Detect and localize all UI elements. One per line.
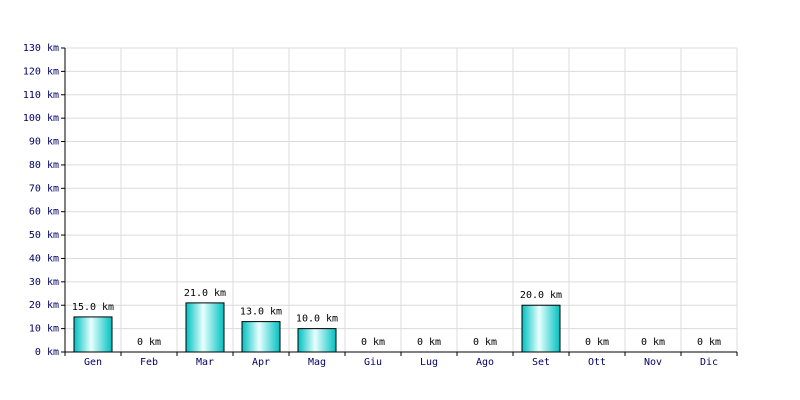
x-tick-label: Dic	[700, 357, 718, 368]
value-label: 0 km	[361, 337, 385, 348]
x-tick-label: Ago	[476, 357, 494, 368]
y-tick-label: 40 km	[29, 253, 59, 264]
y-tick-label: 20 km	[29, 300, 59, 311]
value-label: 13.0 km	[240, 307, 282, 318]
x-tick-label: Apr	[252, 357, 270, 368]
x-tick-label: Ott	[588, 357, 606, 368]
value-label: 0 km	[697, 337, 721, 348]
x-tick-label: Lug	[420, 357, 438, 368]
value-label: 20.0 km	[520, 290, 562, 301]
bar	[521, 304, 561, 353]
y-tick-label: 130 km	[23, 43, 59, 54]
value-label: 21.0 km	[184, 288, 226, 299]
bar	[185, 302, 225, 353]
x-tick-label: Mar	[196, 357, 214, 368]
value-label: 0 km	[417, 337, 441, 348]
y-tick-label: 10 km	[29, 324, 59, 335]
value-label: 0 km	[585, 337, 609, 348]
bar	[73, 316, 113, 353]
x-tick-label: Gen	[84, 357, 102, 368]
y-tick-label: 60 km	[29, 207, 59, 218]
y-tick-label: 70 km	[29, 183, 59, 194]
bar	[241, 321, 281, 353]
value-label: 15.0 km	[72, 302, 114, 313]
y-tick-label: 100 km	[23, 113, 59, 124]
value-label: 0 km	[137, 337, 161, 348]
value-label: 0 km	[641, 337, 665, 348]
x-tick-label: Giu	[364, 357, 382, 368]
x-tick-label: Set	[532, 357, 550, 368]
y-tick-label: 0 km	[35, 347, 59, 358]
y-tick-label: 80 km	[29, 160, 59, 171]
value-label: 0 km	[473, 337, 497, 348]
y-tick-label: 110 km	[23, 90, 59, 101]
x-tick-label: Mag	[308, 357, 326, 368]
x-tick-label: Feb	[140, 357, 158, 368]
x-tick-label: Nov	[644, 357, 662, 368]
bar	[297, 328, 337, 353]
y-tick-label: 90 km	[29, 137, 59, 148]
value-label: 10.0 km	[296, 314, 338, 325]
y-tick-label: 50 km	[29, 230, 59, 241]
y-tick-label: 120 km	[23, 66, 59, 77]
y-tick-label: 30 km	[29, 277, 59, 288]
